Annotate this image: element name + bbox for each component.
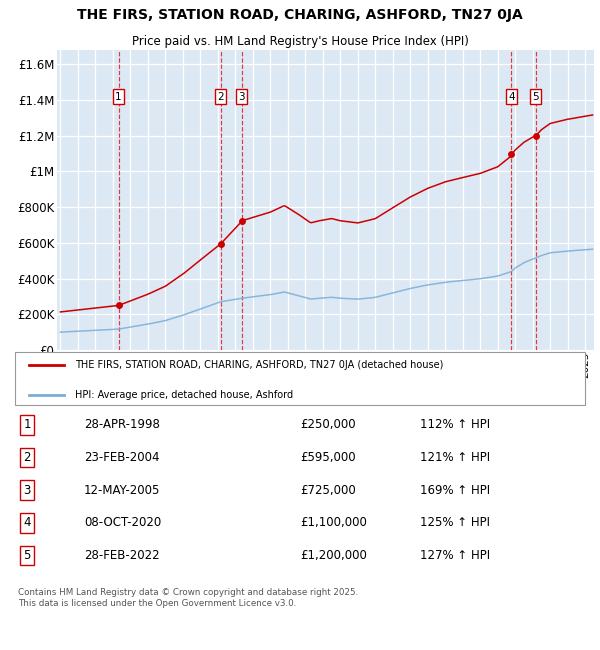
Text: 3: 3: [239, 92, 245, 101]
Text: 1: 1: [23, 419, 31, 432]
Text: 112% ↑ HPI: 112% ↑ HPI: [420, 419, 490, 432]
Text: 5: 5: [23, 549, 31, 562]
Text: Contains HM Land Registry data © Crown copyright and database right 2025.
This d: Contains HM Land Registry data © Crown c…: [18, 588, 358, 608]
Text: £725,000: £725,000: [300, 484, 356, 497]
Text: 125% ↑ HPI: 125% ↑ HPI: [420, 517, 490, 530]
Text: 3: 3: [23, 484, 31, 497]
Text: 4: 4: [23, 517, 31, 530]
Text: 5: 5: [532, 92, 539, 101]
Text: £1,100,000: £1,100,000: [300, 517, 367, 530]
Text: Price paid vs. HM Land Registry's House Price Index (HPI): Price paid vs. HM Land Registry's House …: [131, 35, 469, 48]
Text: 12-MAY-2005: 12-MAY-2005: [84, 484, 160, 497]
Text: THE FIRS, STATION ROAD, CHARING, ASHFORD, TN27 0JA: THE FIRS, STATION ROAD, CHARING, ASHFORD…: [77, 8, 523, 21]
Text: £1,200,000: £1,200,000: [300, 549, 367, 562]
Text: 127% ↑ HPI: 127% ↑ HPI: [420, 549, 490, 562]
Text: 169% ↑ HPI: 169% ↑ HPI: [420, 484, 490, 497]
Text: THE FIRS, STATION ROAD, CHARING, ASHFORD, TN27 0JA (detached house): THE FIRS, STATION ROAD, CHARING, ASHFORD…: [76, 359, 444, 369]
Text: HPI: Average price, detached house, Ashford: HPI: Average price, detached house, Ashf…: [76, 390, 293, 400]
Text: 4: 4: [508, 92, 515, 101]
Text: £595,000: £595,000: [300, 451, 356, 464]
Text: 2: 2: [23, 451, 31, 464]
Text: £250,000: £250,000: [300, 419, 356, 432]
Text: 1: 1: [115, 92, 122, 101]
Text: 2: 2: [217, 92, 224, 101]
Text: 28-APR-1998: 28-APR-1998: [84, 419, 160, 432]
Text: 23-FEB-2004: 23-FEB-2004: [84, 451, 160, 464]
FancyBboxPatch shape: [15, 352, 585, 405]
Text: 28-FEB-2022: 28-FEB-2022: [84, 549, 160, 562]
Text: 08-OCT-2020: 08-OCT-2020: [84, 517, 161, 530]
Text: 121% ↑ HPI: 121% ↑ HPI: [420, 451, 490, 464]
